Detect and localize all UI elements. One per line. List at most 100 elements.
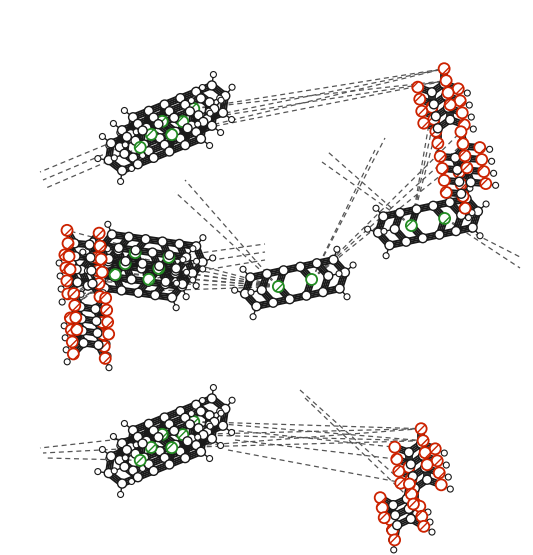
Circle shape <box>391 511 400 519</box>
Circle shape <box>302 291 311 300</box>
Circle shape <box>68 349 79 360</box>
Circle shape <box>196 94 205 103</box>
Circle shape <box>61 275 72 286</box>
Circle shape <box>122 108 127 114</box>
Circle shape <box>252 302 261 311</box>
Circle shape <box>144 278 153 286</box>
Circle shape <box>158 237 167 246</box>
Circle shape <box>451 226 461 236</box>
Circle shape <box>207 143 213 149</box>
Circle shape <box>61 225 72 236</box>
Circle shape <box>92 316 101 326</box>
Circle shape <box>70 260 76 266</box>
Circle shape <box>192 242 200 251</box>
Circle shape <box>156 134 164 143</box>
Circle shape <box>67 336 78 347</box>
Circle shape <box>104 341 110 347</box>
Circle shape <box>90 238 96 244</box>
Circle shape <box>146 129 157 140</box>
Circle shape <box>163 252 174 263</box>
Circle shape <box>165 147 174 156</box>
Circle shape <box>457 138 469 149</box>
Circle shape <box>64 264 76 275</box>
Circle shape <box>434 467 445 478</box>
Circle shape <box>455 95 466 107</box>
Circle shape <box>453 165 462 174</box>
Circle shape <box>387 524 398 536</box>
Circle shape <box>408 472 417 481</box>
Circle shape <box>169 113 179 122</box>
Circle shape <box>149 466 158 475</box>
Circle shape <box>182 253 191 262</box>
Circle shape <box>128 165 134 171</box>
Circle shape <box>79 339 88 347</box>
Circle shape <box>430 443 441 455</box>
Circle shape <box>389 534 400 546</box>
Circle shape <box>193 282 199 289</box>
Circle shape <box>98 329 109 340</box>
Circle shape <box>374 228 383 237</box>
Circle shape <box>207 110 213 116</box>
Circle shape <box>469 114 474 120</box>
Circle shape <box>469 210 475 216</box>
Circle shape <box>480 178 491 189</box>
Circle shape <box>435 151 446 162</box>
Circle shape <box>117 442 123 448</box>
Circle shape <box>200 235 206 241</box>
Circle shape <box>172 264 181 273</box>
Circle shape <box>209 255 216 261</box>
Circle shape <box>104 155 113 165</box>
Circle shape <box>87 254 96 264</box>
Circle shape <box>94 257 100 263</box>
Circle shape <box>192 441 200 450</box>
Circle shape <box>335 284 344 293</box>
Circle shape <box>373 205 379 211</box>
Circle shape <box>104 257 113 266</box>
Circle shape <box>189 98 195 104</box>
Circle shape <box>194 111 203 120</box>
Circle shape <box>203 427 212 437</box>
Circle shape <box>462 154 471 163</box>
Circle shape <box>142 123 151 132</box>
Circle shape <box>88 280 94 286</box>
Circle shape <box>192 400 200 409</box>
Circle shape <box>379 512 390 523</box>
Circle shape <box>421 463 430 472</box>
Circle shape <box>211 385 216 391</box>
Circle shape <box>189 411 195 417</box>
Circle shape <box>219 421 228 430</box>
Circle shape <box>457 191 469 201</box>
Circle shape <box>207 434 216 443</box>
Circle shape <box>464 90 470 96</box>
Circle shape <box>171 440 180 450</box>
Circle shape <box>412 205 421 214</box>
Circle shape <box>269 298 278 307</box>
Circle shape <box>389 537 395 543</box>
Circle shape <box>422 459 433 470</box>
Circle shape <box>405 504 413 513</box>
Circle shape <box>410 484 419 493</box>
Circle shape <box>120 462 129 471</box>
Circle shape <box>350 262 356 268</box>
Circle shape <box>436 150 442 157</box>
Circle shape <box>229 430 235 436</box>
Circle shape <box>441 75 451 86</box>
Circle shape <box>385 241 394 250</box>
Circle shape <box>123 133 131 142</box>
Circle shape <box>128 478 134 485</box>
Circle shape <box>412 82 423 93</box>
Circle shape <box>414 501 425 512</box>
Circle shape <box>124 233 133 241</box>
Circle shape <box>171 269 180 278</box>
Circle shape <box>176 447 185 456</box>
Circle shape <box>137 264 146 273</box>
Circle shape <box>217 95 223 101</box>
Circle shape <box>173 305 179 311</box>
Circle shape <box>105 352 111 359</box>
Circle shape <box>106 365 112 371</box>
Circle shape <box>418 521 429 532</box>
Circle shape <box>104 246 110 252</box>
Circle shape <box>439 175 450 186</box>
Circle shape <box>59 299 65 305</box>
Circle shape <box>379 212 388 221</box>
